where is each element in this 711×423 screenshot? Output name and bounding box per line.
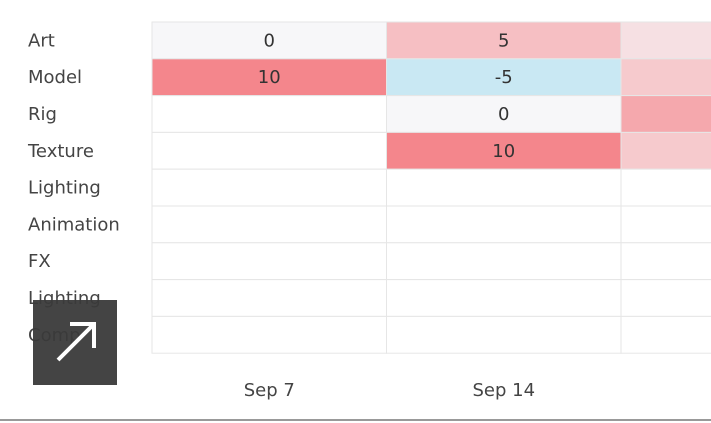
cell-value: 10 bbox=[492, 141, 515, 162]
heat-cell bbox=[620, 21, 711, 60]
heat-cell bbox=[386, 21, 622, 60]
expand-button[interactable] bbox=[33, 300, 117, 385]
empty-cell bbox=[620, 168, 711, 207]
x-tick-label: Sep 14 bbox=[472, 380, 535, 401]
cell-value: -5 bbox=[495, 67, 513, 88]
row-label: Texture bbox=[27, 141, 94, 162]
row-label: Art bbox=[28, 30, 55, 51]
expand-arrow bbox=[56, 322, 96, 362]
empty-cell bbox=[386, 315, 622, 354]
empty-cell bbox=[386, 242, 622, 281]
heat-cell bbox=[386, 131, 622, 170]
cell-value: 0 bbox=[264, 30, 275, 51]
empty-cell bbox=[151, 95, 387, 133]
empty-cell bbox=[386, 168, 622, 207]
expand-arrow-head bbox=[70, 322, 96, 348]
empty-cell bbox=[620, 242, 711, 281]
row-label: Model bbox=[28, 67, 82, 88]
empty-cell bbox=[386, 279, 622, 317]
empty-cell bbox=[151, 279, 387, 317]
heat-cell bbox=[620, 58, 711, 97]
row-label: Rig bbox=[28, 104, 57, 125]
empty-cell bbox=[151, 168, 387, 207]
heat-cell bbox=[151, 58, 387, 97]
row-label: Lighting bbox=[28, 178, 101, 199]
empty-cell bbox=[151, 242, 387, 281]
empty-cell bbox=[151, 205, 387, 244]
empty-cell bbox=[151, 131, 387, 170]
empty-cell bbox=[620, 315, 711, 354]
cell-value: 5 bbox=[498, 30, 509, 51]
heat-cell bbox=[620, 131, 711, 170]
heat-cell bbox=[386, 58, 622, 97]
heat-cell bbox=[620, 95, 711, 133]
cell-value: 10 bbox=[258, 67, 281, 88]
empty-cell bbox=[620, 279, 711, 317]
cell-value: 0 bbox=[498, 104, 509, 125]
empty-cell bbox=[386, 205, 622, 244]
row-label: Animation bbox=[28, 214, 120, 235]
x-tick-label: Sep 7 bbox=[244, 380, 295, 401]
heat-cell bbox=[151, 21, 387, 60]
row-label: FX bbox=[28, 251, 51, 272]
empty-cell bbox=[151, 315, 387, 354]
empty-cell bbox=[620, 205, 711, 244]
